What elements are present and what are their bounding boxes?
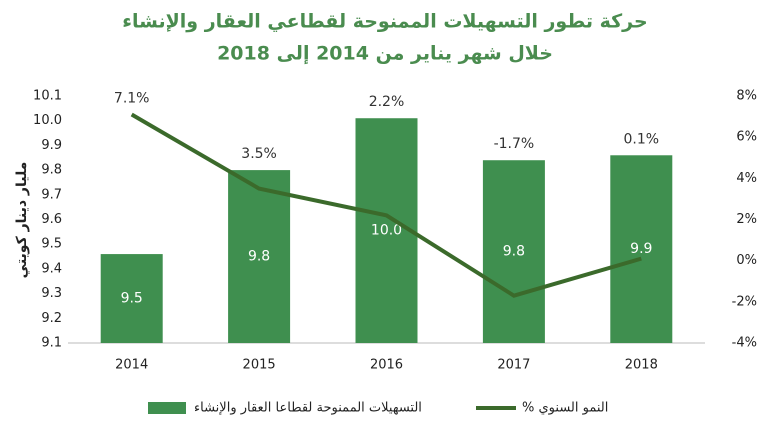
y2-tick-label: 4% [736,171,757,186]
x-tick-label: 2016 [370,358,403,373]
bar-value-label: 9.5 [121,291,143,307]
legend-label: % النمو السنوي [522,401,608,416]
x-tick-label: 2015 [243,358,276,373]
y-tick-label: 9.7 [41,187,62,202]
bar-value-label: 9.8 [503,244,525,260]
bar [482,160,545,343]
y-tick-label: 9.5 [41,237,62,252]
y-tick-label: 9.3 [41,286,62,301]
y2-tick-label: -4% [732,336,757,351]
bar [610,155,673,343]
x-tick-label: 2018 [625,358,658,373]
y2-tick-label: -2% [732,294,757,309]
y2-tick-label: 8% [736,89,757,104]
line-value-label: 7.1% [114,91,150,107]
y-tick-label: 10.1 [33,89,62,104]
chart-subtitle: خلال شهر يناير من 2014 إلى 2018 [217,43,553,65]
y2-tick-label: 6% [736,130,757,145]
x-tick-label: 2017 [497,358,530,373]
bar [228,170,291,343]
y-axis-title: مليار دينار كويتي [14,162,30,279]
line-value-label: 0.1% [624,131,660,147]
y2-tick-label: 0% [736,253,757,268]
line-value-label: 3.5% [241,146,277,162]
y-tick-label: 10.0 [33,113,62,128]
line-value-label: -1.7% [494,136,535,152]
x-tick-label: 2014 [115,358,148,373]
bar [100,254,163,343]
legend-label: التسهيلات الممنوحة لقطاعا العقار والإنشا… [194,401,422,416]
y-tick-label: 9.8 [41,163,62,178]
bar-value-label: 9.8 [248,249,270,265]
bar-value-label: 10.0 [371,223,402,239]
line-series [130,112,642,298]
line-value-label: 2.2% [369,94,405,110]
y-tick-label: 9.6 [41,212,62,227]
bar-value-label: 9.9 [630,241,652,257]
y2-tick-label: 2% [736,212,757,227]
chart-title: حركة تطور التسهيلات الممنوحة لقطاعي العق… [122,11,647,33]
y-tick-label: 9.4 [41,261,62,276]
y-tick-label: 9.1 [41,336,62,351]
y-tick-label: 9.2 [41,311,62,326]
legend-swatch [148,402,186,414]
y-tick-label: 9.9 [41,138,62,153]
